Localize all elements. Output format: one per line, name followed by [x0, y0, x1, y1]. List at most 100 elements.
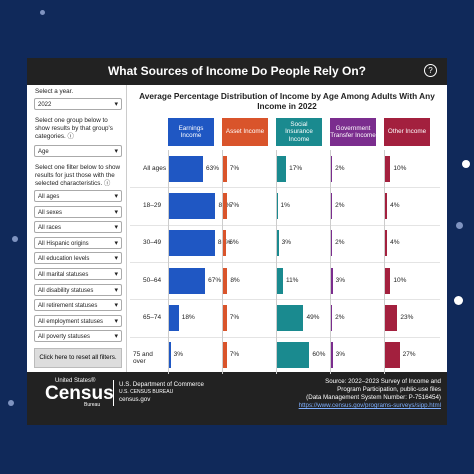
- category-label: 30–49: [143, 239, 162, 247]
- filter-select[interactable]: All sexes: [34, 205, 122, 219]
- filter-select[interactable]: All poverty statuses: [34, 330, 122, 343]
- prompt: Select a year.: [35, 88, 74, 95]
- bar: [223, 192, 227, 219]
- value-label: 2%: [335, 313, 345, 321]
- bar: [385, 342, 400, 369]
- title-bar: [27, 58, 447, 85]
- bar: [223, 342, 227, 369]
- value-label: 7%: [229, 313, 240, 321]
- row-separator: [130, 261, 440, 263]
- source-text: (Data Management System Number: P-751645…: [306, 394, 441, 401]
- decor-dot: [12, 236, 18, 242]
- year-select[interactable]: 2022: [34, 98, 122, 111]
- value-label: 10%: [393, 276, 407, 284]
- logo-sub: Bureau: [84, 402, 101, 408]
- bar: [169, 304, 179, 331]
- value-label: 67%: [208, 276, 222, 284]
- value-label: 11%: [285, 276, 299, 284]
- group-select[interactable]: Age: [34, 145, 122, 158]
- bar: [277, 267, 283, 294]
- decor-dot: [462, 160, 470, 168]
- series-header: Government Transfer Income: [330, 118, 376, 146]
- row-separator: [130, 299, 440, 301]
- bar: [277, 342, 310, 369]
- bar: [277, 230, 279, 257]
- decor-dot: [454, 296, 463, 305]
- value-label: 23%: [400, 313, 414, 321]
- logo: Census: [45, 383, 114, 404]
- bar: [277, 155, 287, 182]
- value-label: 63%: [206, 164, 220, 172]
- panel-axis: [222, 150, 223, 374]
- value-label: 17%: [289, 164, 303, 172]
- bar: [331, 192, 333, 219]
- title: What Sources of Income Do People Rely On…: [107, 64, 367, 78]
- filter-select[interactable]: All races: [34, 221, 122, 234]
- bar: [169, 155, 204, 182]
- category-label: 50–64: [143, 276, 162, 284]
- category-label: 75 and over: [133, 351, 153, 366]
- bar: [223, 304, 227, 331]
- bar: [385, 155, 391, 182]
- decor-dot: [40, 10, 45, 15]
- filter-select[interactable]: All ages: [34, 190, 122, 203]
- series-header: Other Income: [384, 118, 430, 146]
- value-label: 6%: [229, 239, 239, 247]
- filter-select[interactable]: All retirement statuses: [34, 299, 122, 312]
- source-text: Source: 2022–2023 Survey of Income and: [325, 378, 441, 385]
- value-label: 8%: [230, 276, 240, 284]
- panel-axis: [276, 150, 277, 374]
- category-label: 18–29: [143, 201, 162, 209]
- prompt: Select one group below to show results b…: [35, 117, 113, 140]
- value-label: 7%: [229, 351, 240, 359]
- divider: [113, 380, 114, 406]
- bar: [223, 267, 228, 294]
- source-link[interactable]: https://www.census.gov/programs-surveys/…: [298, 402, 441, 409]
- filter-select[interactable]: All employment statuses: [34, 314, 122, 328]
- panel-axis: [330, 150, 331, 374]
- category-label: 65–74: [143, 313, 162, 321]
- prompt: Select one filter below to show results …: [35, 164, 121, 187]
- value-label: 3%: [173, 351, 184, 359]
- bar: [331, 304, 333, 331]
- value-label: 3%: [281, 239, 292, 247]
- panel-axis: [384, 150, 385, 374]
- info-icon[interactable]: ?: [424, 64, 437, 77]
- value-label: 2%: [335, 201, 345, 209]
- decor-dot: [8, 400, 14, 406]
- site: census.gov: [119, 396, 151, 403]
- decor-dot: [456, 222, 463, 229]
- bar: [277, 304, 304, 331]
- logo-top: United States®: [55, 378, 96, 384]
- dept: U.S. Department of Commerce: [119, 381, 204, 388]
- value-label: 7%: [229, 164, 240, 172]
- bar: [331, 267, 333, 294]
- bar: [385, 267, 391, 294]
- value-label: 4%: [390, 239, 400, 247]
- filter-select[interactable]: All Hispanic origins: [34, 236, 122, 250]
- footer: [27, 372, 447, 425]
- bar: [385, 304, 398, 331]
- filter-select[interactable]: All education levels: [34, 252, 122, 265]
- row-separator: [130, 187, 440, 189]
- value-label: 7%: [229, 201, 240, 209]
- bar: [385, 230, 388, 257]
- value-label: 10%: [393, 164, 407, 172]
- bar: [169, 267, 206, 294]
- bar: [169, 342, 171, 369]
- value-label: 3%: [335, 276, 346, 284]
- panel-axis: [168, 150, 169, 374]
- bar: [223, 155, 227, 182]
- reset-button[interactable]: Click here to reset all filters.: [34, 348, 122, 368]
- value-label: 60%: [312, 351, 326, 359]
- value-label: 2%: [335, 164, 345, 172]
- bureau: U.S. CENSUS BUREAU: [119, 389, 174, 395]
- chart-title: Average Percentage Distribution of Incom…: [139, 91, 435, 111]
- filter-select[interactable]: All disability statuses: [34, 283, 122, 297]
- bar: [169, 192, 216, 219]
- sidebar: [30, 85, 127, 372]
- value-label: 4%: [390, 201, 400, 209]
- filter-select[interactable]: All marital statuses: [34, 268, 122, 281]
- value-label: 2%: [335, 239, 345, 247]
